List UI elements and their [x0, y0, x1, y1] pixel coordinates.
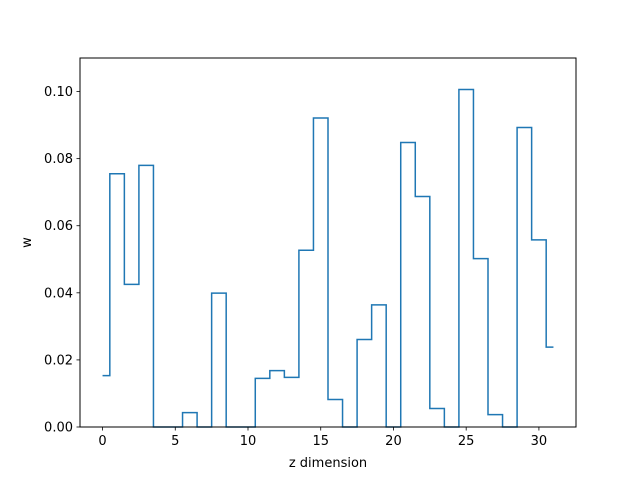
axes-layer — [79, 57, 577, 428]
x-tick-label: 10 — [240, 434, 257, 449]
x-tick-label: 5 — [171, 434, 179, 449]
x-tick-label: 20 — [385, 434, 402, 449]
axes-frame — [79, 57, 577, 428]
x-tick-label: 15 — [312, 434, 329, 449]
y-tick-label: 0.08 — [44, 152, 73, 167]
y-tick-label: 0.06 — [44, 219, 73, 234]
x-tick-label: 0 — [98, 434, 106, 449]
y-ticks: 0.00 0.02 0.04 0.06 0.08 0.10 — [44, 85, 80, 436]
y-axis-label: w — [20, 237, 35, 248]
series-layer — [102, 88, 554, 428]
x-axis-label: z dimension — [289, 456, 367, 471]
series-line-0 — [102, 88, 554, 428]
y-tick-label: 0.04 — [44, 286, 73, 301]
y-tick-label: 0.00 — [44, 421, 73, 436]
y-tick-label: 0.02 — [44, 353, 73, 368]
x-ticks: 0 5 10 15 20 25 30 — [98, 427, 547, 449]
x-tick-label: 30 — [531, 434, 548, 449]
x-tick-label: 25 — [458, 434, 475, 449]
y-tick-label: 0.10 — [44, 85, 73, 100]
